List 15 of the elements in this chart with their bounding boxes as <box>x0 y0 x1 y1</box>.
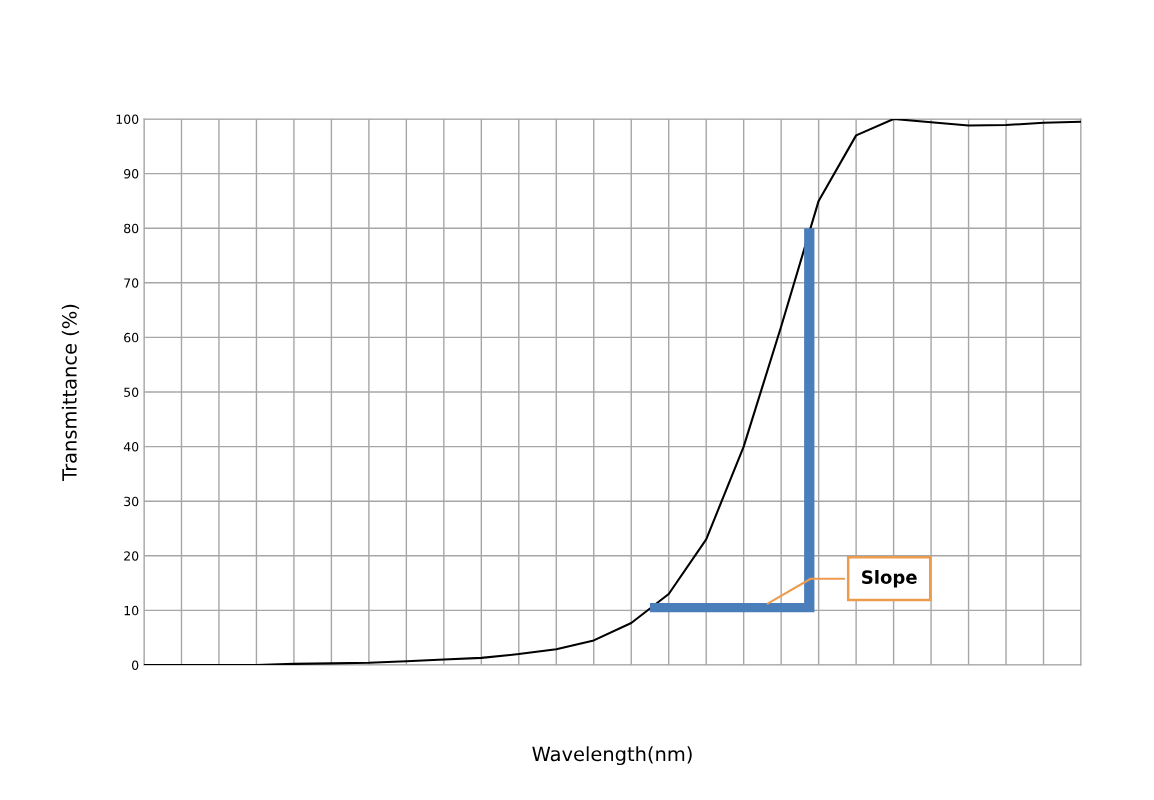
y-tick-label: 40 <box>123 442 139 452</box>
y-tick-label: 60 <box>124 332 139 343</box>
y-tick-label: 10 <box>124 605 139 616</box>
y-axis-title: Transmittance (%) <box>61 304 80 481</box>
y-tick-label: 0 <box>132 660 139 670</box>
y-tick-label: 70 <box>124 278 139 288</box>
y-tick-label: 30 <box>124 496 139 507</box>
y-tick-label: 100 <box>116 114 139 124</box>
y-tick-label: 20 <box>124 551 139 561</box>
y-tick-label: 80 <box>124 223 139 234</box>
line-series <box>144 119 1081 665</box>
x-axis-title: Wavelength(nm) <box>532 746 692 766</box>
annotation: Slope <box>862 569 917 588</box>
y-tick-label: 90 <box>124 169 139 179</box>
y-tick-label: 50 <box>124 387 139 397</box>
